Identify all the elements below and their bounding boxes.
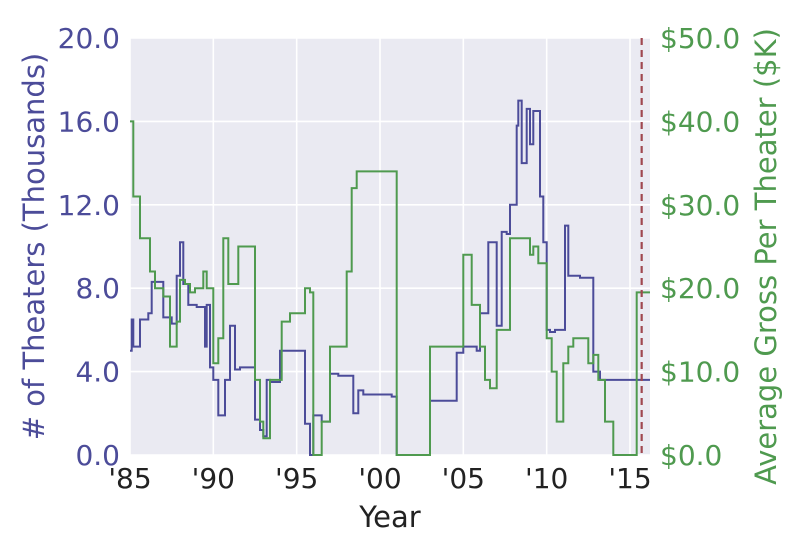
- y-right-tick-label: $10.0: [660, 356, 740, 389]
- y-right-tick-label: $40.0: [660, 105, 740, 138]
- x-tick-label: '05: [442, 462, 485, 495]
- y-left-tick-label: 8.0: [75, 272, 120, 305]
- y-left-tick-label: 4.0: [75, 356, 120, 389]
- y-axis-label-right: Average Gross Per Theater ($K): [749, 28, 783, 485]
- x-tick-label: '15: [608, 462, 651, 495]
- y-left-tick-label: 20.0: [58, 22, 120, 55]
- x-tick-label: '95: [275, 462, 318, 495]
- series-line-theaters: [130, 99, 650, 456]
- x-tick-label: '85: [108, 462, 151, 495]
- y-axis-label-left: # of Theaters (Thousands): [17, 53, 51, 440]
- series-line-avg-gross: [130, 120, 650, 456]
- y-left-tick-label: 12.0: [58, 189, 120, 222]
- x-axis-label: Year: [358, 500, 420, 534]
- x-tick-label: '90: [192, 462, 235, 495]
- y-right-tick-label: $30.0: [660, 189, 740, 222]
- x-tick-label: '00: [358, 462, 401, 495]
- series-layer: [130, 99, 650, 456]
- y-right-tick-label: $50.0: [660, 22, 740, 55]
- x-tick-label: '10: [525, 462, 568, 495]
- ticks: '85 '90 '95 '00 '05 '10 '15 0.0 4.0 8.0 12.0 16.0 20…: [58, 22, 741, 495]
- y-left-tick-label: 0.0: [75, 439, 120, 472]
- y-right-tick-label: $0.0: [660, 439, 722, 472]
- y-right-tick-label: $20.0: [660, 272, 740, 305]
- y-left-tick-label: 16.0: [58, 105, 120, 138]
- plot-area: [130, 38, 650, 455]
